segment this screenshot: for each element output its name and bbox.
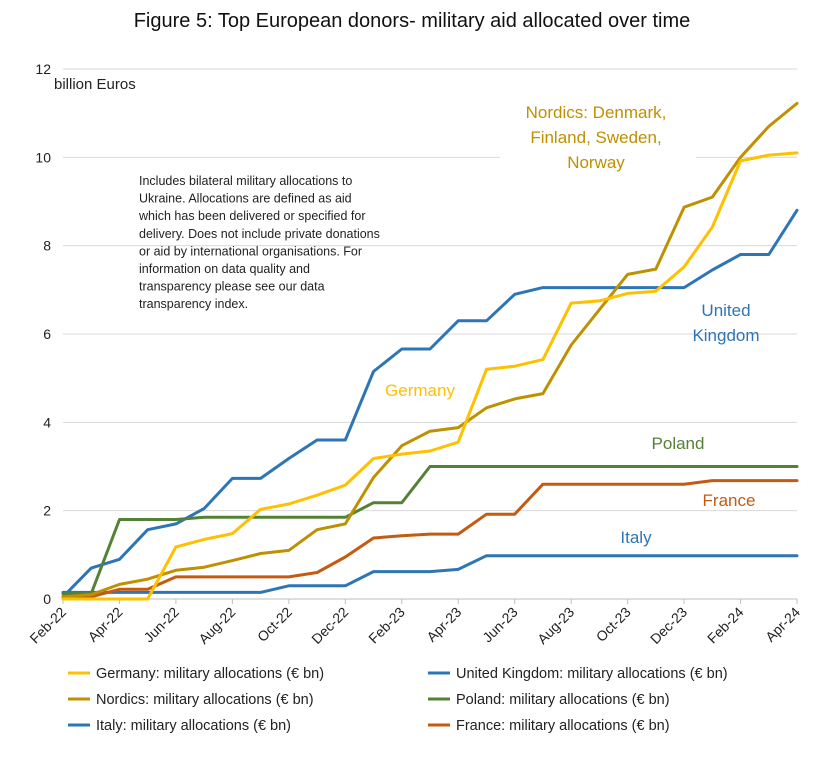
legend-label: Italy: military allocations (€ bn) <box>96 718 291 734</box>
gridlines <box>63 68 797 600</box>
x-tick-label: Feb-23 <box>365 604 408 647</box>
series-line-2 <box>61 465 799 596</box>
annotation-label: Nordics: Denmark, <box>526 103 667 122</box>
annotation-label: Italy <box>620 528 652 547</box>
series-lines <box>61 101 799 601</box>
y-tick-label: 6 <box>43 326 51 342</box>
annotation-label: Kingdom <box>692 326 759 345</box>
annotation-label: Poland <box>652 434 705 453</box>
annotation-label: France <box>703 491 756 510</box>
unit-label: billion Euros <box>54 76 136 93</box>
y-tick-label: 8 <box>43 238 51 254</box>
series-line-4 <box>61 101 799 599</box>
x-tick-label: Oct-22 <box>254 604 295 645</box>
x-axis-ticks: Feb-22 Apr-22 Jun-22 Aug-22 Oct-22 Dec-22 Feb-… <box>26 599 803 647</box>
x-tick-label: Oct-23 <box>593 604 634 645</box>
y-tick-label: 2 <box>43 503 51 519</box>
x-tick-label: Dec-22 <box>308 604 351 647</box>
legend-label: France: military allocations (€ bn) <box>456 718 670 734</box>
note-line: Ukraine. Allocations are defined as aid <box>139 192 352 206</box>
y-tick-label: 10 <box>35 149 51 165</box>
legend-label: United Kingdom: military allocations (€ … <box>456 666 728 682</box>
note-line: transparency index. <box>139 297 248 311</box>
y-tick-label: 0 <box>43 591 51 607</box>
annotation-label: Germany <box>385 381 455 400</box>
x-tick-label: Feb-24 <box>704 604 747 647</box>
y-tick-label: 4 <box>43 414 51 430</box>
x-tick-label: Apr-22 <box>85 604 126 645</box>
legend-label: Poland: military allocations (€ bn) <box>456 692 670 708</box>
x-tick-label: Apr-23 <box>423 604 464 645</box>
note-line: transparency please see our data <box>139 280 325 294</box>
annotation-label: Norway <box>567 153 625 172</box>
note-line: information on data quality and <box>139 262 310 276</box>
legend: Germany: military allocations (€ bn) Unit… <box>68 666 728 734</box>
y-tick-label: 12 <box>35 61 51 77</box>
annotation-label: United <box>701 301 750 320</box>
chart-title: Figure 5: Top European donors- military … <box>134 10 691 32</box>
note-line: delivery. Does not include private donat… <box>139 227 380 241</box>
x-tick-label: Dec-23 <box>647 604 690 647</box>
legend-label: Germany: military allocations (€ bn) <box>96 666 324 682</box>
series-line-1 <box>61 554 799 594</box>
x-tick-label: Apr-24 <box>762 604 803 645</box>
annotation-label: Finland, Sweden, <box>530 128 661 147</box>
note-line: or aid by international organisations. F… <box>139 244 362 258</box>
y-axis-ticks: 0 2 4 6 8 10 12 <box>35 61 51 607</box>
note-text: Includes bilateral military allocations … <box>138 174 380 311</box>
x-tick-label: Jun-22 <box>140 604 182 646</box>
note-line: Includes bilateral military allocations … <box>139 174 352 188</box>
series-annotations: Nordics: Denmark, Finland, Sweden, Norway U… <box>385 98 760 547</box>
legend-label: Nordics: military allocations (€ bn) <box>96 692 314 708</box>
series-line-3 <box>61 479 799 599</box>
x-tick-label: Feb-22 <box>26 604 69 647</box>
series-line-5 <box>61 151 799 601</box>
annotation-background <box>500 98 696 178</box>
x-tick-label: Aug-23 <box>534 604 577 647</box>
x-tick-label: Aug-22 <box>195 604 238 647</box>
note-line: which has been delivered or specified fo… <box>138 209 366 223</box>
x-tick-label: Jun-23 <box>479 604 521 646</box>
